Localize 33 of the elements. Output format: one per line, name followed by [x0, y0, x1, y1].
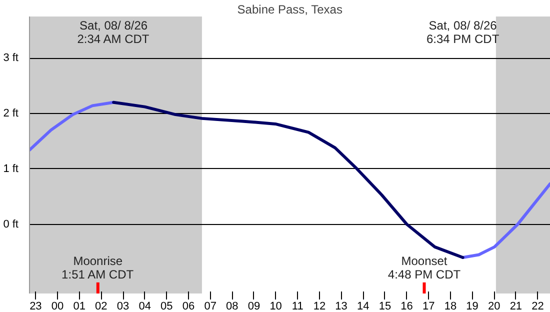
x-tick-label: 14	[357, 300, 370, 312]
x-tick-label: 15	[378, 300, 392, 312]
x-tick-label: 18	[444, 300, 457, 312]
x-tick-label: 04	[138, 300, 151, 312]
x-tick-label: 21	[510, 300, 522, 312]
x-tick-label: 01	[73, 300, 86, 312]
x-tick-label: 09	[248, 300, 260, 312]
x-tick-label: 06	[182, 300, 195, 312]
x-tick-label: 23	[30, 300, 42, 312]
x-tick-label: 02	[95, 300, 108, 312]
annotation: Sat, 08/ 8/26 2:34 AM CDT	[77, 18, 150, 46]
x-tick-label: 17	[422, 300, 435, 312]
x-tick-label: 20	[488, 300, 500, 312]
x-tick-label: 08	[226, 300, 238, 312]
chart-title: Sabine Pass, Texas	[237, 2, 342, 16]
x-tick-label: 00	[51, 300, 64, 312]
ref-line-label: Moonset 4:48 PM CDT	[388, 254, 462, 282]
x-tick-label: 07	[204, 300, 216, 312]
ref-line-label: Moonrise 1:51 AM CDT	[62, 254, 134, 282]
y-tick-label: 3 ft	[3, 52, 19, 64]
x-tick-label: 22	[532, 300, 544, 312]
x-tick-label: 13	[335, 300, 348, 312]
y-tick-label: 0 ft	[3, 218, 19, 230]
x-tick-label: 12	[313, 300, 326, 312]
y-tick-label: 2 ft	[3, 107, 19, 120]
x-tick-label: 10	[270, 300, 282, 312]
x-tick-label: 11	[292, 300, 304, 312]
y-tick-label: 1 ft	[3, 162, 19, 175]
x-tick-label: 03	[116, 300, 130, 312]
annotation: Sat, 08/ 8/26 6:34 PM CDT	[426, 18, 500, 46]
x-tick-label: 19	[466, 300, 478, 312]
x-tick-label: 16	[400, 300, 413, 312]
x-tick-label: 05	[160, 300, 173, 312]
